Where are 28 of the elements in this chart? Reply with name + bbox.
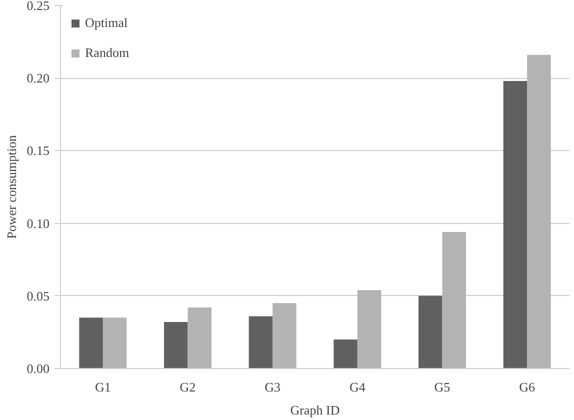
legend-label: Optimal [85,15,128,31]
y-tick-label: 0.10 [26,216,50,231]
x-tick-label: G5 [434,380,450,394]
bar [79,318,103,368]
bar [418,296,442,368]
bar [188,308,212,368]
bar [357,290,382,368]
x-tick-label: G3 [264,380,281,394]
y-tick-label: 0.05 [26,288,50,304]
bar [334,339,358,368]
bar [527,54,551,368]
bar [503,81,528,368]
bar [248,316,273,368]
x-tick-label: G4 [349,380,366,394]
legend-label: Random [85,45,130,61]
bar [102,318,127,368]
y-tick-label: 0.25 [26,0,50,13]
x-axis-title: Graph ID [290,402,340,418]
bar [272,303,296,368]
y-axis-title: Power consumption [4,134,19,239]
y-tick-label: 0.00 [26,361,50,376]
y-tick-label: 0.20 [26,70,50,86]
bar [442,232,466,368]
x-tick-label: G1 [94,380,111,394]
y-tick-label: 0.15 [26,143,50,158]
bar [164,322,188,368]
x-tick-label: G6 [519,380,536,394]
x-tick-label: G2 [180,380,196,394]
